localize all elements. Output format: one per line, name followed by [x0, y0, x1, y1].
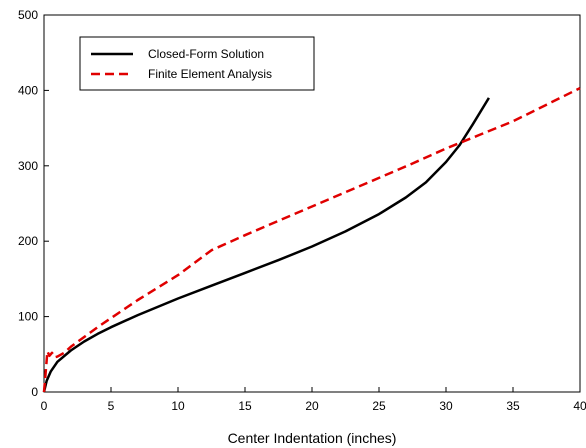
legend-label-closed-form: Closed-Form Solution	[148, 47, 264, 61]
x-tick-label: 5	[108, 399, 115, 413]
y-tick-label: 500	[18, 8, 38, 22]
series-line-closed-form	[42, 97, 490, 393]
legend-label-finite-element: Finite Element Analysis	[148, 67, 272, 81]
x-tick-label: 10	[171, 399, 185, 413]
y-tick-label: 100	[18, 310, 38, 324]
x-tick-label: 35	[506, 399, 520, 413]
series-line-finite-element	[42, 86, 581, 393]
series-layer	[42, 86, 581, 393]
x-tick-label: 25	[372, 399, 386, 413]
y-tick-label: 200	[18, 234, 38, 248]
x-tick-label: 40	[573, 399, 586, 413]
legend-box	[79, 36, 315, 91]
x-tick-label: 20	[305, 399, 319, 413]
x-axis-title: Center Indentation (inches)	[228, 430, 397, 446]
legend: Closed-Form Solution Finite Element Anal…	[79, 36, 315, 91]
y-tick-label: 0	[31, 385, 38, 399]
y-tick-label: 300	[18, 159, 38, 173]
x-tick-label: 0	[41, 399, 48, 413]
x-tick-label: 30	[439, 399, 453, 413]
y-tick-label: 400	[18, 83, 38, 97]
x-tick-label: 15	[238, 399, 252, 413]
